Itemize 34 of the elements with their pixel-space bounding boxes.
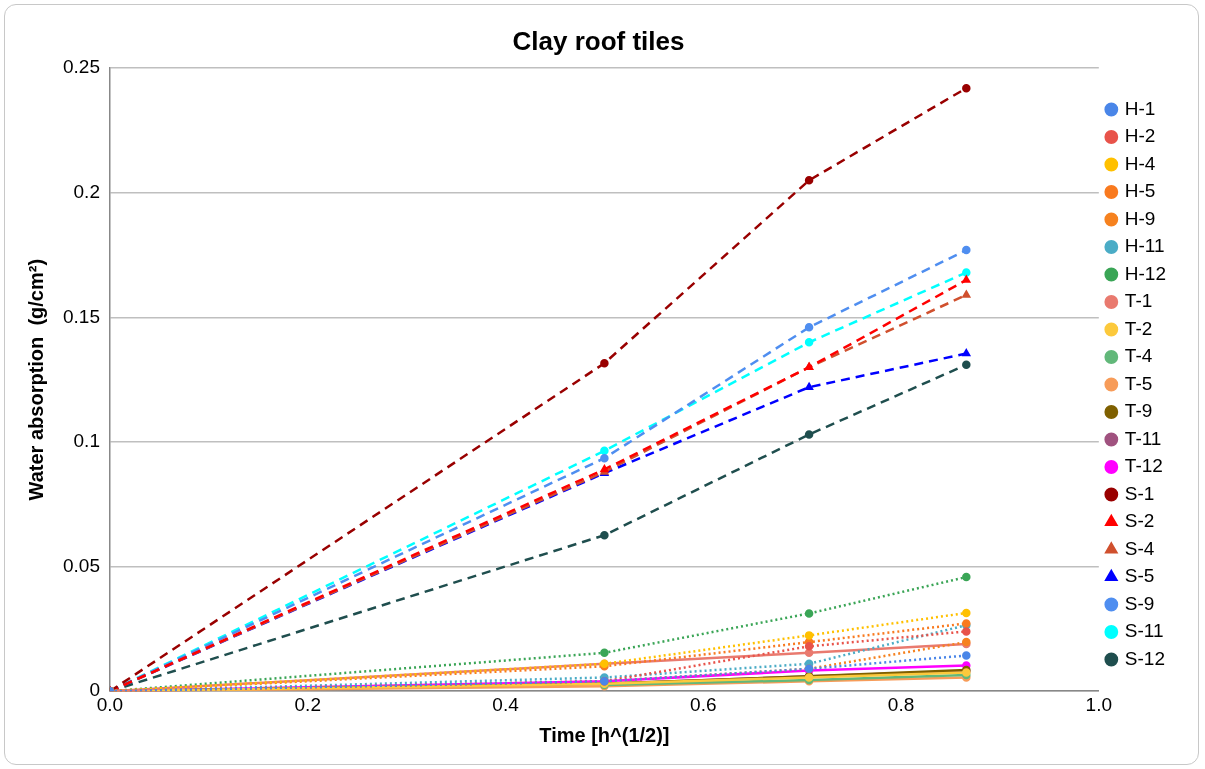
legend-label: S-5 bbox=[1124, 565, 1155, 587]
legend-label: S-2 bbox=[1124, 510, 1155, 532]
y-tick-label: 0.05 bbox=[63, 554, 100, 576]
x-axis-title: Time [h^(1/2)] bbox=[539, 723, 670, 746]
legend-label: S-1 bbox=[1124, 482, 1155, 504]
legend-label: H-11 bbox=[1124, 235, 1165, 257]
legend-label: S-4 bbox=[1124, 537, 1155, 559]
legend-label: T-12 bbox=[1124, 455, 1163, 477]
legend-label: T-5 bbox=[1124, 372, 1153, 394]
legend-label: H-12 bbox=[1124, 262, 1167, 284]
legend-label: S-12 bbox=[1124, 647, 1165, 669]
y-tick-label: 0.15 bbox=[63, 305, 100, 327]
y-tick-label: 0.25 bbox=[63, 56, 100, 78]
legend-label: S-9 bbox=[1124, 592, 1155, 614]
x-tick-label: 1.0 bbox=[1085, 693, 1113, 715]
legend-label: S-11 bbox=[1124, 620, 1164, 642]
x-tick-label: 0.4 bbox=[492, 693, 520, 715]
legend-label: T-1 bbox=[1124, 290, 1153, 312]
legend-label: H-5 bbox=[1124, 180, 1156, 202]
x-tick-label: 0.8 bbox=[887, 693, 915, 715]
chart-title: Clay roof tiles bbox=[512, 25, 685, 56]
legend-label: T-11 bbox=[1124, 427, 1162, 449]
legend-label: H-1 bbox=[1124, 97, 1156, 119]
y-axis-title: Water absorption (g/cm²) bbox=[24, 258, 47, 501]
legend-label: H-9 bbox=[1124, 207, 1156, 229]
x-tick-label: 0.6 bbox=[690, 693, 717, 715]
x-tick-label: 0.2 bbox=[294, 693, 321, 715]
legend-label: H-4 bbox=[1124, 152, 1156, 174]
legend-label: H-2 bbox=[1124, 125, 1156, 147]
y-tick-label: 0.2 bbox=[73, 181, 100, 203]
legend-label: T-4 bbox=[1124, 345, 1153, 367]
y-tick-label: 0.1 bbox=[73, 430, 100, 452]
legend-label: T-9 bbox=[1124, 400, 1153, 422]
legend-label: T-2 bbox=[1124, 317, 1153, 339]
